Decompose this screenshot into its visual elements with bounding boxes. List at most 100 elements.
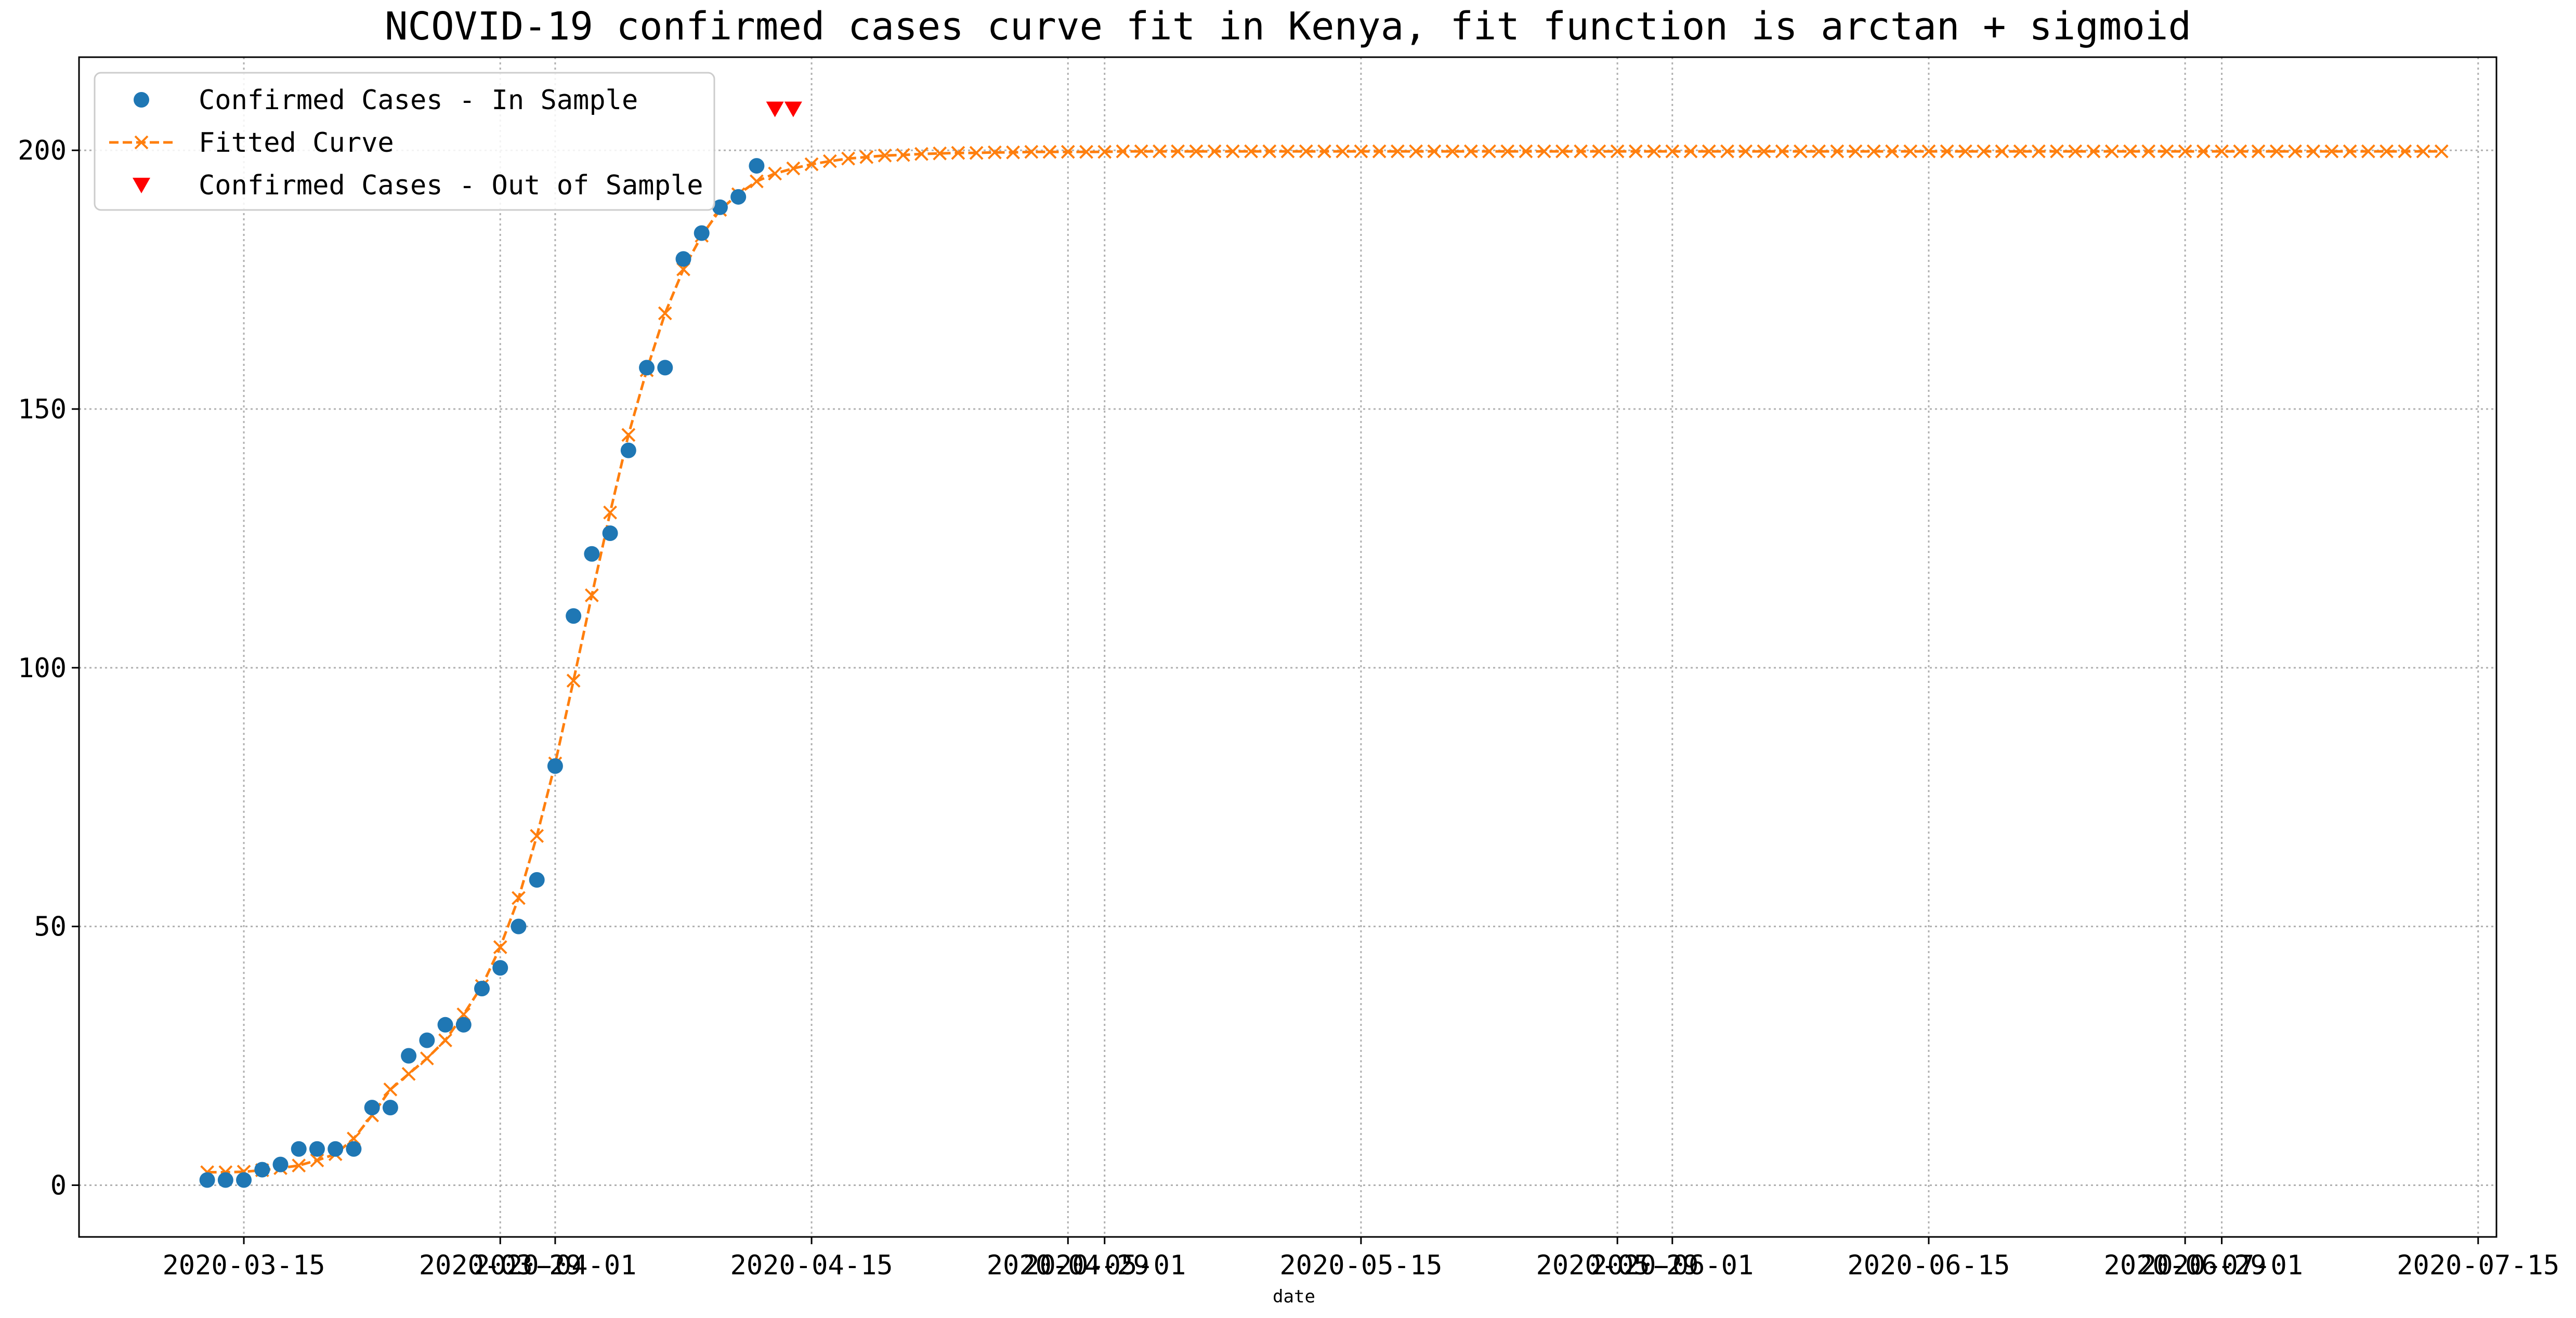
in-sample-point [584,546,600,562]
grid-lines [79,57,2496,1237]
in-sample-point [639,360,655,376]
fitted-curve-point [420,1051,434,1065]
x-tick-label: 2020-03-29 [419,1250,582,1281]
y-tick-label: 100 [18,653,67,684]
in-sample-points [199,158,765,1188]
plot-area [79,57,2496,1237]
fitted-curve-point [1079,144,1093,159]
fitted-curve-point [1042,144,1057,159]
x-tick-label: 2020-05-29 [1536,1250,1699,1281]
fitted-curve-point [1427,144,1442,159]
fitted-curve-point [896,148,910,162]
fitted-curve-point [1482,144,1496,159]
fitted-curve-point [1171,144,1185,159]
fitted-curve-point [1812,144,1826,159]
fitted-curve-point [841,151,855,166]
fitted-curve-point [1409,144,1423,159]
fitted-curve-point [1354,144,1368,159]
out-of-sample-point [766,101,784,117]
fitted-curve-point [878,148,892,163]
fitted-curve-point [969,146,984,160]
fitted-curve-point [2178,144,2192,159]
in-sample-point [346,1141,362,1157]
in-sample-point [419,1032,435,1048]
fitted-curve-point [1995,144,2009,159]
fitted-curve-point [1207,144,1222,159]
fitted-curve-point [933,146,947,161]
fitted-curve-point [1610,144,1625,159]
fitted-curve-point [1244,144,1258,159]
out-of-sample-points [766,101,802,117]
fitted-curve-point [1336,144,1350,159]
fitted-curve-point [1866,144,1881,159]
fitted-curve-point [512,891,526,905]
fitted-curve-point [786,161,801,176]
fitted-curve-point [493,940,507,954]
in-sample-point [694,225,710,241]
fitted-curve-point [658,306,672,321]
x-tick-label: 2020-06-29 [2104,1250,2267,1281]
fitted-curve-point [1006,145,1021,160]
in-sample-point [602,525,618,541]
fitted-curve-point [1555,144,1570,159]
in-sample-point [455,1017,472,1033]
fitted-curve-point [1061,144,1075,159]
fitted-curve-point [987,145,1002,160]
fitted-curve-point [1830,144,1845,159]
fitted-curve-point [1463,144,1478,159]
fitted-curve-point [1647,144,1661,159]
fitted-curve-point [1720,144,1734,159]
x-tick-label: 2020-06-01 [1591,1250,1754,1281]
chart-title: NCOVID-19 confirmed cases curve fit in K… [384,4,2192,49]
fitted-curve-markers [200,144,2449,1179]
legend-marker-fitted [134,135,149,150]
fitted-curve-point [2343,144,2357,159]
in-sample-point [566,608,582,624]
fitted-curve-point [1097,144,1112,159]
x-tick-label: 2020-04-29 [987,1250,1149,1281]
fitted-curve-point [1280,144,1295,159]
legend-marker-out-sample [133,178,150,193]
fitted-curve-point [2050,144,2064,159]
in-sample-point [675,251,691,267]
y-tick-label: 200 [18,135,67,166]
in-sample-point [437,1017,453,1033]
x-tick-label: 2020-04-01 [474,1250,636,1281]
fitted-curve-point [2398,144,2412,159]
y-tick-label: 150 [18,394,67,425]
fitted-curve-point [401,1066,416,1081]
fitted-curve-point [1628,144,1643,159]
in-sample-point [620,442,636,458]
in-sample-point [236,1172,252,1188]
legend-box [94,72,715,211]
in-sample-point [730,189,747,205]
fitted-curve-point [914,147,929,161]
fitted-curve-point [1775,144,1789,159]
fitted-curve-point [292,1158,306,1173]
fitted-curve-point [1885,144,1899,159]
fitted-curve-point [2196,144,2211,159]
fitted-curve-point [2141,144,2156,159]
in-sample-point [254,1162,270,1178]
fitted-curve-point [1921,144,1936,159]
x-tick-label: 2020-07-15 [2397,1250,2559,1281]
fitted-curve-point [1683,144,1698,159]
fitted-curve-point [1848,144,1863,159]
fitted-curve-point [310,1153,324,1168]
x-axis-label: date [1273,1286,1315,1307]
in-sample-point [364,1100,380,1116]
fitted-curve-point [2031,144,2046,159]
fitted-curve-point [2086,144,2101,159]
fitted-curve-point [1024,144,1039,159]
fitted-curve-point [2104,144,2119,159]
in-sample-point [712,199,728,215]
x-tick-label: 2020-06-15 [1847,1250,2010,1281]
fitted-curve-point [1738,144,1753,159]
fitted-curve-point [1592,144,1606,159]
fitted-curve-point [1977,144,1991,159]
fitted-curve-point [2416,144,2430,159]
fitted-curve-point [1152,144,1167,159]
in-sample-point [272,1156,289,1172]
fitted-curve-point [804,157,819,172]
